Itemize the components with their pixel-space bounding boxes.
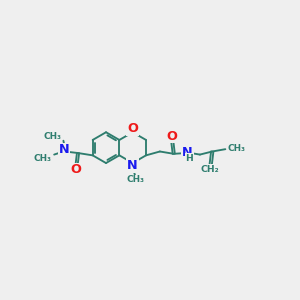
Text: O: O: [167, 130, 178, 142]
Text: CH₃: CH₃: [34, 154, 52, 163]
Text: H: H: [185, 154, 193, 163]
Text: O: O: [70, 164, 81, 176]
Text: CH₂: CH₂: [201, 165, 219, 174]
Text: N: N: [182, 146, 193, 159]
Text: O: O: [127, 122, 138, 135]
Text: CH₃: CH₃: [43, 132, 61, 141]
Text: CH₃: CH₃: [228, 144, 246, 153]
Text: CH₃: CH₃: [127, 176, 145, 184]
Text: N: N: [59, 143, 70, 157]
Text: N: N: [128, 159, 138, 172]
